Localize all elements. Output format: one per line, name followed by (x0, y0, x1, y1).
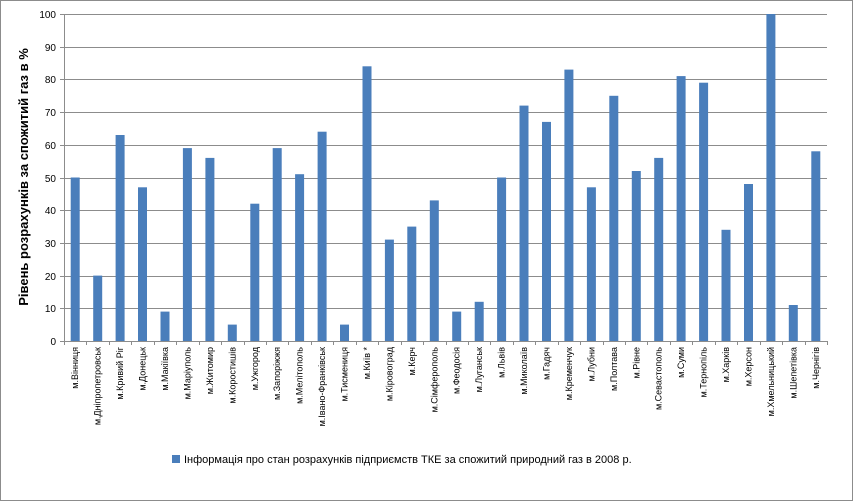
x-tick-label: м.Мелітополь (295, 347, 305, 404)
x-tick-label: м.Севастополь (654, 347, 664, 410)
x-tick-label: м.Макіївка (160, 347, 170, 391)
bar (340, 324, 349, 341)
bar (721, 229, 731, 341)
legend-swatch (172, 455, 180, 463)
x-tick-label: м.Львів (497, 347, 507, 378)
bar (788, 305, 798, 341)
bars (70, 14, 821, 342)
bar (227, 324, 237, 341)
y-tick-label: 40 (45, 206, 57, 217)
x-tick-label: м.Шепетівка (788, 347, 798, 399)
bar (474, 301, 484, 341)
x-tick-label: м.Рівне (631, 347, 641, 378)
x-tick-label: м.Маріуполь (182, 347, 192, 400)
bar (205, 157, 215, 341)
bar (362, 66, 372, 342)
x-tick-label: м.Київ * (362, 347, 372, 380)
x-tick-label: м.Ужгород (250, 346, 260, 390)
x-tick-label: м.Лубни (586, 347, 596, 381)
x-tick-label: м.Полтава (609, 347, 619, 391)
bar (295, 174, 305, 341)
bar (182, 148, 192, 341)
bar (115, 135, 125, 341)
bar (699, 82, 709, 341)
bar (676, 76, 686, 341)
gridlines (64, 14, 827, 342)
bar (384, 239, 394, 341)
bar (407, 226, 417, 341)
bar (586, 187, 596, 341)
x-tick-label: м.Кіровоград (384, 346, 394, 401)
bar (250, 203, 260, 341)
bar (519, 105, 529, 341)
x-tick-label: м.Коростишів (227, 347, 237, 404)
bar (744, 184, 753, 341)
bar (93, 275, 103, 341)
bar (70, 177, 80, 341)
x-tick-label: м.Сімферополь (429, 347, 439, 413)
x-tick-label: м.Гадяч (542, 347, 552, 380)
bar (564, 69, 574, 341)
y-tick-label: 20 (45, 272, 57, 283)
bar (272, 148, 282, 341)
x-tick-label: м.Кременчук (564, 347, 574, 400)
y-tick-label: 80 (45, 75, 57, 86)
bar (609, 95, 619, 342)
y-axis-label: Рівень розрахунків за спожитий газ в % (16, 48, 31, 306)
bar (811, 151, 821, 341)
x-tick-label: м.Херсон (744, 347, 754, 386)
axes (64, 14, 827, 342)
y-axis-ticks: 0 10 20 30 40 50 60 70 80 90 100 (39, 10, 64, 348)
x-tick-label: м.Суми (676, 347, 686, 378)
x-tick-label: м.Хмельницький (766, 347, 776, 416)
bar (497, 177, 507, 341)
bar (542, 121, 551, 342)
bar (452, 311, 462, 341)
x-tick-label: м.Тисмениця (340, 347, 350, 402)
x-tick-label: м.Керч (407, 347, 417, 376)
y-tick-label: 50 (45, 174, 57, 185)
bar (429, 200, 439, 341)
x-tick-label: м.Житомир (205, 347, 215, 394)
x-tick-label: м.Дніпропетровськ (93, 347, 103, 425)
bar (766, 14, 776, 341)
x-tick-label: м.Кривий Ріг (115, 346, 125, 399)
bar (317, 131, 327, 341)
x-tick-label: м.Івано-Франківськ (317, 347, 327, 426)
y-tick-label: 100 (39, 10, 56, 21)
x-tick-label: м.Харків (721, 347, 731, 383)
y-tick-label: 10 (45, 304, 57, 315)
x-tick-label: м.Вінниця (70, 347, 80, 389)
legend-label: Інформація про стан розрахунків підприєм… (184, 454, 632, 466)
y-tick-label: 70 (45, 108, 57, 119)
x-tick-label: м.Тернопіль (699, 347, 709, 398)
x-tick-label: м.Чернігів (811, 347, 821, 389)
bar (138, 187, 147, 341)
x-tick-label: м.Донецьк (138, 347, 148, 391)
bar (160, 311, 170, 341)
x-tick-label: м.Запоріжжя (272, 347, 282, 400)
y-tick-label: 60 (45, 141, 57, 152)
x-tick-label: м.Феодосія (452, 347, 462, 394)
x-tick-label: м.Миколаїв (519, 347, 529, 395)
legend: Інформація про стан розрахунків підприєм… (172, 454, 632, 466)
y-tick-label: 30 (45, 239, 57, 250)
x-tick-label: м.Луганськ (474, 347, 484, 392)
x-axis-ticks: м.Вінниця м.Дніпропетровськ м.Кривий Ріг м.… (64, 341, 828, 426)
y-tick-label: 0 (50, 337, 56, 348)
bar (654, 157, 664, 341)
bar (631, 171, 641, 341)
y-tick-label: 90 (45, 43, 57, 54)
